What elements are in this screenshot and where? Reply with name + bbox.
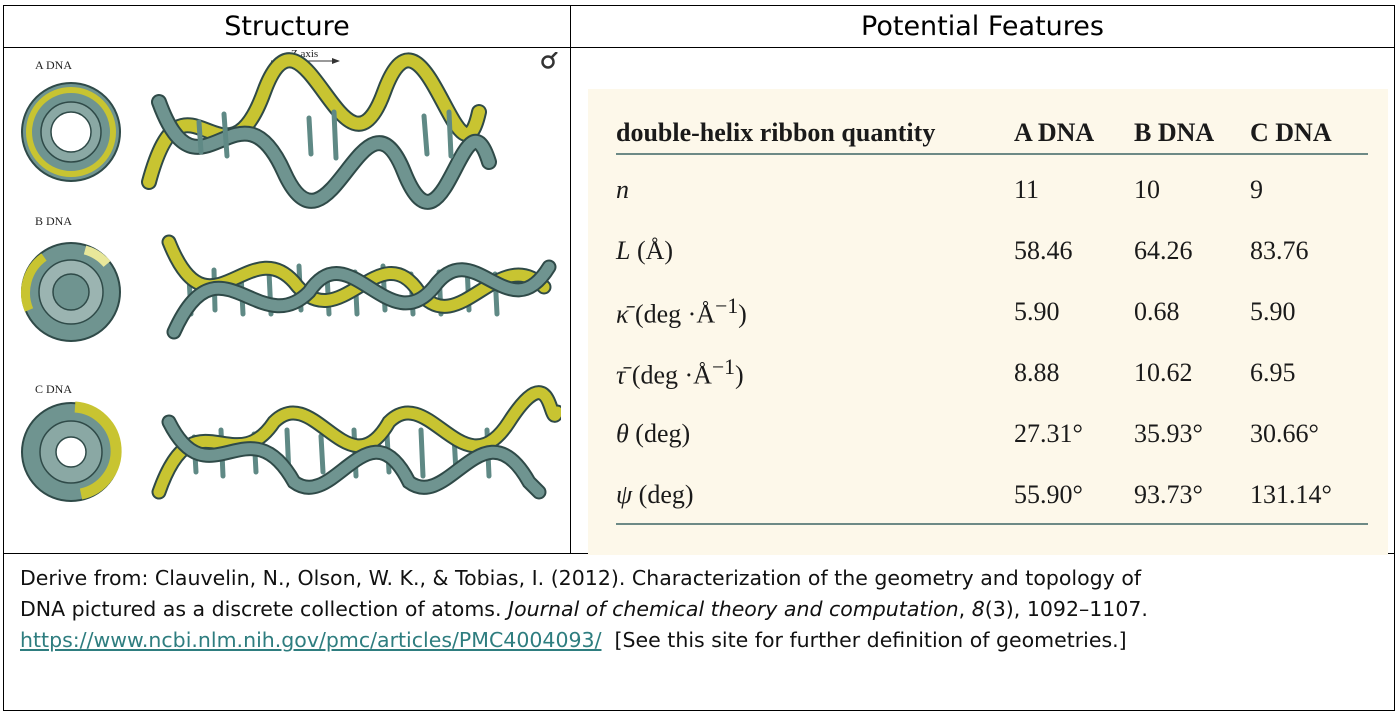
value-cell: 131.14° bbox=[1250, 479, 1332, 509]
figure-corner-icon bbox=[541, 52, 558, 69]
features-table: double-helix ribbon quantity A DNA B DNA… bbox=[616, 107, 1368, 525]
table-frame bbox=[3, 5, 1395, 711]
unit-close: ) bbox=[738, 299, 747, 329]
header-divider bbox=[3, 47, 1395, 48]
quantity-unit: (deg ·Å bbox=[634, 299, 716, 329]
quantity-symbol: τ̄ bbox=[616, 360, 626, 390]
value-cell: 11 bbox=[1014, 174, 1040, 204]
b-dna-label: B DNA bbox=[35, 214, 73, 228]
table-row: τ̄ (deg ·Å−1) 8.88 10.62 6.95 bbox=[616, 342, 1368, 403]
quantity-cell: τ̄ (deg ·Å−1) bbox=[616, 342, 1014, 403]
col-header-c-dna: C DNA bbox=[1250, 118, 1332, 147]
c-dna-label: C DNA bbox=[35, 382, 73, 396]
citation-line-2: DNA pictured as a discrete collection of… bbox=[20, 594, 1380, 625]
quantity-unit: (Å) bbox=[636, 235, 674, 265]
value-cell: 83.76 bbox=[1250, 235, 1309, 265]
col-header-a-dna: A DNA bbox=[1014, 118, 1095, 147]
value-cell: 58.46 bbox=[1014, 235, 1073, 265]
b-dna-helix bbox=[161, 234, 557, 340]
features-header: Potential Features bbox=[861, 11, 1104, 42]
journal-name: Journal of chemical theory and computati… bbox=[508, 597, 959, 621]
value-cell: 10 bbox=[1134, 174, 1160, 204]
dna-structure-figure: A DNA B DNA C DNA Z axis bbox=[9, 48, 561, 514]
value-cell: 27.31° bbox=[1014, 418, 1083, 448]
features-table-panel: double-helix ribbon quantity A DNA B DNA… bbox=[588, 89, 1388, 555]
dna-helices-drawing bbox=[21, 52, 561, 502]
journal-volume: 8 bbox=[971, 597, 985, 621]
quantity-symbol: n bbox=[616, 174, 629, 204]
c-dna-helix bbox=[151, 385, 561, 500]
col-header-b-dna: B DNA bbox=[1134, 118, 1215, 147]
citation-line-1: Derive from: Clauvelin, N., Olson, W. K.… bbox=[20, 563, 1380, 594]
citation-pages: (3), 1092–1107. bbox=[984, 597, 1148, 621]
quantity-cell: κ̄ (deg ·Å−1) bbox=[616, 281, 1014, 342]
citation-line-3: https://www.ncbi.nlm.nih.gov/pmc/article… bbox=[20, 625, 1380, 656]
col-header-quantity: double-helix ribbon quantity bbox=[616, 118, 936, 147]
table-row: L (Å) 58.46 64.26 83.76 bbox=[616, 220, 1368, 281]
unit-exponent: −1 bbox=[715, 293, 739, 318]
a-dna-cross-section bbox=[21, 82, 121, 182]
value-cell: 30.66° bbox=[1250, 418, 1319, 448]
value-cell: 8.88 bbox=[1014, 357, 1060, 387]
quantity-symbol: θ bbox=[616, 418, 629, 448]
value-cell: 9 bbox=[1250, 174, 1263, 204]
b-dna-cross-section bbox=[21, 242, 121, 342]
column-divider bbox=[570, 5, 571, 553]
quantity-symbol: κ̄ bbox=[616, 299, 629, 329]
citation-text-2: DNA pictured as a discrete collection of… bbox=[20, 597, 509, 621]
table-header-row: double-helix ribbon quantity A DNA B DNA… bbox=[616, 107, 1368, 159]
quantity-cell: θ (deg) bbox=[616, 403, 1014, 464]
a-dna-label: A DNA bbox=[35, 58, 73, 72]
quantity-unit: (deg ·Å bbox=[631, 360, 712, 390]
citation-note: [See this site for further definition of… bbox=[601, 628, 1127, 652]
table-row: κ̄ (deg ·Å−1) 5.90 0.68 5.90 bbox=[616, 281, 1368, 342]
value-cell: 93.73° bbox=[1134, 479, 1203, 509]
quantity-symbol: ψ bbox=[616, 479, 633, 509]
a-dna-helix bbox=[141, 52, 497, 210]
table-row: θ (deg) 27.31° 35.93° 30.66° bbox=[616, 403, 1368, 464]
quantity-cell: n bbox=[616, 159, 1014, 220]
citation-caption: Derive from: Clauvelin, N., Olson, W. K.… bbox=[20, 563, 1380, 656]
table-row: ψ (deg) 55.90° 93.73° 131.14° bbox=[616, 464, 1368, 525]
value-cell: 0.68 bbox=[1134, 296, 1180, 326]
value-cell: 35.93° bbox=[1134, 418, 1203, 448]
value-cell: 10.62 bbox=[1134, 357, 1193, 387]
table-row: n 11 10 9 bbox=[616, 159, 1368, 220]
quantity-cell: ψ (deg) bbox=[616, 464, 1014, 525]
citation-text-1: Derive from: Clauvelin, N., Olson, W. K.… bbox=[20, 566, 1142, 590]
value-cell: 64.26 bbox=[1134, 235, 1193, 265]
unit-exponent: −1 bbox=[711, 354, 735, 379]
table-bottom-rule bbox=[616, 523, 1368, 525]
quantity-unit: (deg) bbox=[638, 479, 694, 509]
source-link[interactable]: https://www.ncbi.nlm.nih.gov/pmc/article… bbox=[20, 628, 602, 652]
quantity-cell: L (Å) bbox=[616, 220, 1014, 281]
quantity-symbol: L bbox=[616, 235, 631, 265]
quantity-unit: (deg) bbox=[635, 418, 691, 448]
value-cell: 5.90 bbox=[1250, 296, 1296, 326]
c-dna-cross-section bbox=[21, 401, 122, 502]
table-header-rule bbox=[616, 153, 1368, 155]
value-cell: 5.90 bbox=[1014, 296, 1060, 326]
value-cell: 55.90° bbox=[1014, 479, 1083, 509]
citation-separator: , bbox=[958, 597, 972, 621]
value-cell: 6.95 bbox=[1250, 357, 1296, 387]
unit-close: ) bbox=[735, 360, 744, 390]
structure-header: Structure bbox=[224, 11, 350, 42]
